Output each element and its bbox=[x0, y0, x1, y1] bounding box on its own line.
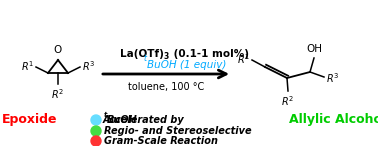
Circle shape bbox=[91, 136, 101, 146]
Text: BuOH: BuOH bbox=[107, 115, 138, 125]
Text: $R^3$: $R^3$ bbox=[82, 59, 95, 73]
Text: O: O bbox=[54, 45, 62, 55]
Text: toluene, 100 °C: toluene, 100 °C bbox=[128, 82, 204, 92]
Text: BuOH (1 equiv): BuOH (1 equiv) bbox=[147, 60, 226, 70]
Text: $R^2$: $R^2$ bbox=[51, 87, 65, 101]
Text: $R^2$: $R^2$ bbox=[282, 94, 294, 108]
Text: La(OTf): La(OTf) bbox=[120, 49, 164, 59]
Text: OH: OH bbox=[306, 44, 322, 54]
Text: Allylic Alcohol: Allylic Alcohol bbox=[290, 113, 378, 126]
Text: t: t bbox=[144, 54, 147, 63]
Circle shape bbox=[91, 126, 101, 136]
Text: Regio- and Stereoselective: Regio- and Stereoselective bbox=[104, 126, 252, 136]
Text: 3: 3 bbox=[164, 52, 169, 61]
Text: (0.1-1 mol%): (0.1-1 mol%) bbox=[170, 49, 249, 59]
Text: $R^1$: $R^1$ bbox=[21, 59, 34, 73]
Circle shape bbox=[91, 115, 101, 125]
Text: Gram-Scale Reaction: Gram-Scale Reaction bbox=[104, 136, 218, 146]
Text: Epoxide: Epoxide bbox=[2, 113, 58, 126]
Text: $R^3$: $R^3$ bbox=[326, 71, 339, 85]
Text: Accelerated by: Accelerated by bbox=[103, 115, 192, 125]
Text: t: t bbox=[104, 112, 107, 118]
Text: $R^1$: $R^1$ bbox=[237, 52, 250, 66]
